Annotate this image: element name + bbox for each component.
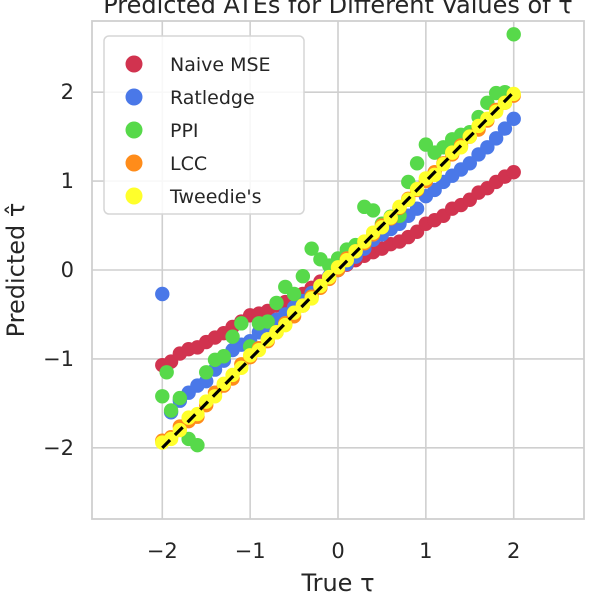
data-point bbox=[163, 403, 179, 418]
y-tick-label: −2 bbox=[43, 436, 74, 460]
data-point bbox=[225, 329, 240, 344]
legend-label: Tweedie's bbox=[169, 186, 262, 208]
x-tick-label: −2 bbox=[147, 539, 178, 563]
data-point bbox=[497, 121, 513, 136]
data-point bbox=[199, 365, 214, 380]
legend-marker bbox=[125, 187, 143, 205]
y-tick-label: −1 bbox=[43, 347, 74, 371]
x-axis-label: True τ bbox=[300, 569, 374, 597]
data-points bbox=[155, 27, 521, 453]
y-tick-labels: −2 −1 0 1 2 bbox=[43, 80, 74, 460]
chart-title: Predicted ATEs for Different Values of τ bbox=[103, 0, 573, 19]
x-tick-label: 1 bbox=[419, 539, 432, 563]
data-point bbox=[488, 131, 504, 146]
legend-label: PPI bbox=[170, 120, 199, 142]
legend-box bbox=[103, 35, 305, 215]
data-point bbox=[234, 316, 249, 331]
legend: Naive MSE Ratledge PPI LCC Tweedie's bbox=[103, 35, 305, 215]
data-point bbox=[155, 286, 170, 302]
data-point bbox=[427, 167, 442, 183]
data-point bbox=[506, 111, 521, 127]
reference-line-group bbox=[161, 91, 515, 449]
x-tick-labels: −2 −1 0 1 2 bbox=[147, 539, 521, 563]
data-point bbox=[269, 295, 284, 311]
legend-label: Ratledge bbox=[170, 87, 255, 109]
data-point bbox=[295, 269, 311, 284]
data-point bbox=[480, 140, 495, 155]
plot-frame bbox=[91, 20, 585, 520]
data-point bbox=[365, 203, 381, 218]
legend-marker bbox=[125, 121, 143, 139]
data-point bbox=[506, 27, 521, 42]
x-tick-label: 2 bbox=[507, 539, 520, 563]
data-point bbox=[409, 201, 425, 216]
legend-marker bbox=[125, 55, 143, 73]
identity-reference-line bbox=[161, 91, 515, 449]
data-point bbox=[506, 164, 521, 180]
series-ppi bbox=[155, 27, 521, 453]
data-point bbox=[304, 241, 319, 256]
x-tick-label: −1 bbox=[235, 539, 266, 563]
y-tick-label: 0 bbox=[61, 258, 74, 282]
legend-marker bbox=[125, 154, 143, 172]
data-point bbox=[260, 314, 275, 329]
x-tick-label: 0 bbox=[331, 539, 344, 563]
y-tick-label: 1 bbox=[61, 169, 74, 193]
y-axis-label: Predicted τ̂ bbox=[2, 203, 30, 338]
data-point bbox=[216, 349, 231, 364]
data-point bbox=[286, 286, 302, 302]
data-point bbox=[159, 365, 174, 380]
data-point bbox=[155, 389, 170, 404]
legend-label: Naive MSE bbox=[170, 54, 271, 76]
legend-marker bbox=[125, 88, 143, 106]
data-point bbox=[409, 156, 425, 171]
data-point bbox=[190, 437, 205, 453]
data-point bbox=[462, 156, 477, 171]
y-tick-label: 2 bbox=[61, 80, 74, 104]
legend-label: LCC bbox=[170, 153, 207, 175]
data-point bbox=[172, 390, 188, 406]
